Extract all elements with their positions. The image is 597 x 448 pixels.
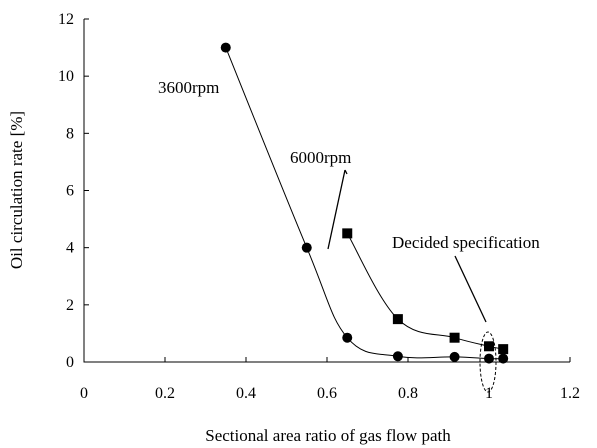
data-point-3600rpm <box>498 353 509 364</box>
x-tick-label: 1.2 <box>560 385 580 402</box>
x-tick-label: 0.6 <box>317 385 337 402</box>
x-tick-label: 0 <box>80 385 88 402</box>
x-tick-label: 0.8 <box>398 385 418 402</box>
axes: 0 2 4 6 8 10 12 0 0.2 0.4 0.6 0.8 1 1.2 <box>58 11 580 402</box>
data-point-3600rpm <box>392 351 403 362</box>
series-label-6000rpm: 6000rpm <box>290 148 351 167</box>
series-label-3600rpm: 3600rpm <box>158 78 219 97</box>
y-tick-label: 8 <box>66 125 74 142</box>
y-axis-title: Oil circulation rate [%] <box>7 111 26 269</box>
y-tick-label: 12 <box>58 11 74 28</box>
data-point-3600rpm <box>220 42 231 53</box>
leader-line-decided-specification <box>454 255 487 323</box>
data-point-6000rpm <box>498 344 509 355</box>
x-tick-label: 1 <box>485 385 493 402</box>
y-tick-label: 6 <box>66 183 74 200</box>
axis-frame <box>83 19 570 363</box>
y-tick-label: 0 <box>66 354 74 371</box>
data-point-6000rpm <box>392 314 403 325</box>
x-axis-title: Sectional area ratio of gas flow path <box>205 426 451 445</box>
y-tick-label: 4 <box>66 240 74 257</box>
x-tick-label: 0.4 <box>236 385 256 402</box>
series-group <box>220 42 509 364</box>
leader-line-6000rpm <box>327 169 348 250</box>
data-point-6000rpm <box>449 332 460 343</box>
decided-specification-ellipse <box>479 331 497 393</box>
data-point-3600rpm <box>342 332 353 343</box>
data-point-6000rpm <box>342 228 353 239</box>
series-line-3600rpm <box>225 47 504 360</box>
data-point-6000rpm <box>484 341 494 352</box>
y-tick-label: 2 <box>66 297 74 314</box>
y-tick-label: 10 <box>58 68 74 85</box>
decided-specification-label: Decided specification <box>392 233 540 252</box>
data-point-3600rpm <box>484 353 494 364</box>
x-tick-label: 0.2 <box>155 385 175 402</box>
data-point-3600rpm <box>449 351 460 362</box>
data-point-3600rpm <box>301 242 312 253</box>
